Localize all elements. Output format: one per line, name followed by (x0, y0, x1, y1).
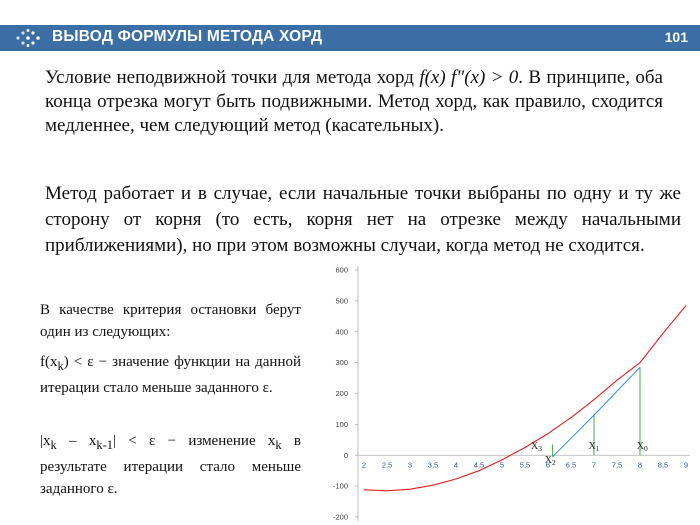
point-label-subscript: 0 (644, 444, 648, 453)
slide-title: ВЫВОД ФОРМУЛЫ МЕТОДА ХОРД (52, 28, 323, 45)
formula-condition: f(x) f″(x) > 0 (419, 67, 519, 88)
y-tick-label: 0 (344, 451, 348, 460)
point-label: X2 (545, 455, 556, 467)
x-tick-label: 6,5 (566, 460, 576, 469)
page-number: 101 (664, 29, 688, 45)
dots-logo-icon (16, 29, 40, 47)
y-tick-label: 200 (335, 389, 348, 398)
x-tick-label: 4 (454, 460, 458, 469)
y-tick-label: -200 (333, 513, 348, 522)
y-tick-label: 100 (335, 420, 348, 429)
subscript: k (50, 438, 57, 452)
text-fragment: ) < ε − значение функции на данной итера… (40, 354, 301, 396)
x-tick-label: 2 (362, 460, 366, 469)
y-tick-label: 400 (335, 327, 348, 336)
x-tick-label: 2,5 (382, 460, 392, 469)
point-label-subscript: 3 (538, 444, 542, 453)
paragraph-stop-criteria: В качестве критерия остановки берут один… (40, 302, 301, 340)
x-tick-label: 6 (546, 460, 550, 469)
point-label-subscript: 2 (552, 458, 556, 467)
text-fragment: . В принципе, оба конца отрезка могут бы… (45, 67, 663, 136)
text-fragment: – x (56, 433, 97, 449)
chart-background (318, 262, 700, 525)
x-tick-label: 9 (684, 460, 688, 469)
subscript: k-1 (96, 438, 113, 452)
x-tick-label: 8,5 (658, 460, 668, 469)
x-tick-label: 7,5 (612, 460, 622, 469)
header-bar: ВЫВОД ФОРМУЛЫ МЕТОДА ХОРД 101 (0, 25, 700, 51)
criterion-function-value: f(xk) < ε − значение функции на данной и… (40, 351, 301, 399)
point-label-subscript: 1 (596, 444, 600, 453)
chord-method-chart: 600 500 400 300 200 100 0 -100 -200 2 2,5 3 3,5 4 4,5 5… (318, 262, 700, 525)
y-tick-label: 500 (335, 296, 348, 305)
x-tick-label: 4,5 (474, 460, 484, 469)
x-tick-label: 5 (500, 460, 504, 469)
paragraph-fixed-point: Условие неподвижной точки для метода хор… (45, 66, 663, 138)
text-fragment: в результате итерации стало меньше задан… (40, 433, 301, 497)
text-fragment: |x (40, 433, 51, 449)
criterion-step-change: |xk – xk-1| < ε − изменение xk в результ… (40, 430, 301, 500)
x-tick-label: 8 (638, 460, 642, 469)
point-label: X3 (531, 441, 542, 453)
x-tick-label: 5,5 (520, 460, 530, 469)
subscript: k (275, 438, 282, 452)
x-tick-label: 7 (592, 460, 596, 469)
text-fragment: | < ε − изменение x (113, 433, 276, 449)
text-fragment: Условие неподвижной точки для метода хор… (45, 67, 420, 88)
paragraph-same-side: Метод работает и в случае, если начальны… (45, 183, 681, 256)
text-fragment: f(x (40, 354, 58, 370)
subscript: k (57, 359, 64, 373)
x-tick-label: 3,5 (428, 460, 438, 469)
y-tick-label: 300 (335, 358, 348, 367)
y-tick-label: -100 (333, 482, 348, 491)
point-label: X1 (589, 441, 600, 453)
point-label: X0 (637, 441, 648, 453)
y-tick-label: 600 (335, 266, 348, 275)
x-tick-label: 3 (408, 460, 412, 469)
function-curve (363, 305, 687, 492)
